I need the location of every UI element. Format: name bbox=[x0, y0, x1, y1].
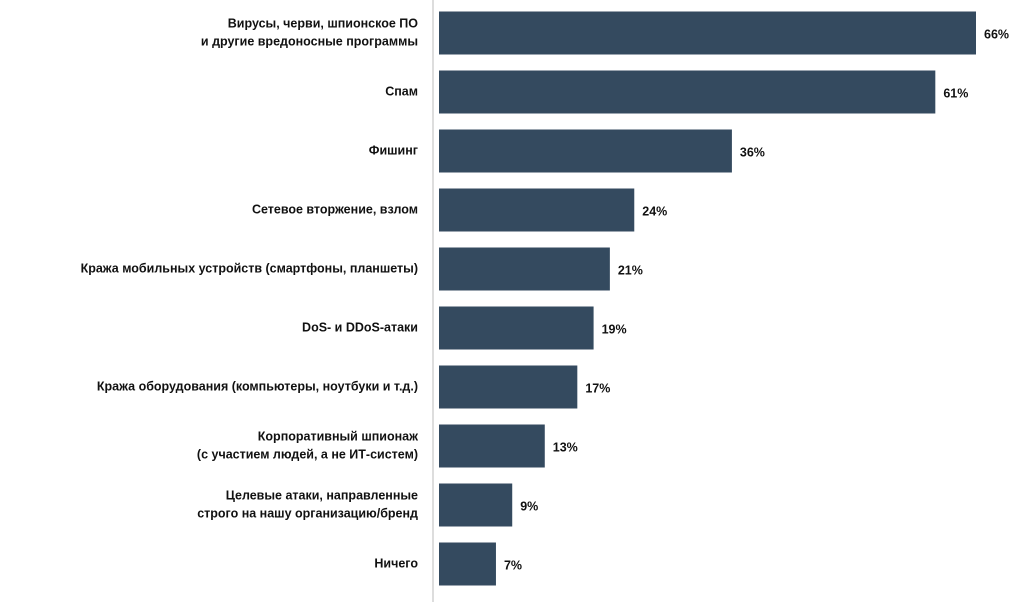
category-label: Корпоративный шпионаж bbox=[258, 429, 418, 443]
bar bbox=[439, 70, 936, 114]
value-label: 66% bbox=[984, 27, 1009, 41]
bar bbox=[439, 542, 496, 586]
category-label: Вирусы, черви, шпионское ПО bbox=[228, 16, 418, 30]
category-label: Спам bbox=[385, 84, 418, 98]
value-label: 7% bbox=[504, 558, 522, 572]
value-label: 17% bbox=[585, 381, 610, 395]
category-label: Фишинг bbox=[369, 143, 418, 157]
bar bbox=[439, 129, 732, 173]
bar bbox=[439, 365, 578, 409]
value-label: 13% bbox=[553, 440, 578, 454]
category-label: DoS- и DDoS-атаки bbox=[302, 320, 418, 334]
bar bbox=[439, 483, 513, 527]
category-label: (с участием людей, а не ИТ-систем) bbox=[197, 447, 418, 461]
category-label: Сетевое вторжение, взлом bbox=[252, 202, 418, 216]
bar bbox=[439, 188, 635, 232]
category-label: Кража оборудования (компьютеры, ноутбуки… bbox=[97, 379, 418, 393]
bar bbox=[439, 11, 976, 55]
category-label: Кража мобильных устройств (смартфоны, пл… bbox=[81, 261, 418, 275]
value-label: 24% bbox=[642, 204, 667, 218]
value-label: 9% bbox=[520, 499, 538, 513]
category-label: Ничего bbox=[374, 556, 418, 570]
bar bbox=[439, 424, 545, 468]
value-label: 36% bbox=[740, 145, 765, 159]
value-label: 21% bbox=[618, 263, 643, 277]
value-label: 19% bbox=[602, 322, 627, 336]
category-label: строго на нашу организацию/бренд bbox=[197, 506, 418, 520]
bar bbox=[439, 247, 610, 291]
category-label: Целевые атаки, направленные bbox=[226, 488, 418, 502]
category-label: и другие вредоносные программы bbox=[201, 34, 418, 48]
value-label: 61% bbox=[943, 86, 968, 100]
bar bbox=[439, 306, 594, 350]
